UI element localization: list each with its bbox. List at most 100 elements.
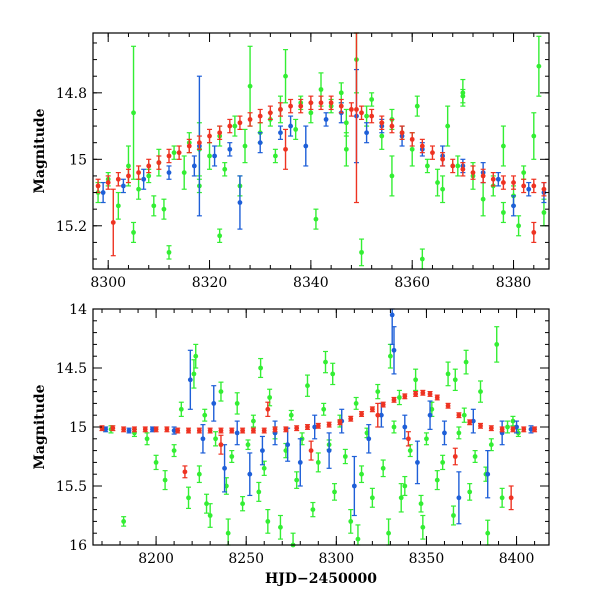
marker (191, 371, 197, 377)
data-point (131, 45, 137, 180)
data-point (511, 195, 517, 217)
data-point (445, 402, 451, 409)
marker (501, 180, 506, 185)
marker (413, 377, 419, 383)
data-point (121, 426, 127, 433)
marker (467, 489, 473, 495)
x-tick-label: 8250 (228, 551, 264, 567)
marker (297, 460, 303, 465)
data-point (402, 475, 408, 497)
data-point (120, 178, 126, 194)
data-point (257, 132, 263, 154)
marker (242, 143, 248, 149)
marker (234, 401, 240, 406)
data-point (218, 427, 224, 434)
data-point (171, 145, 177, 160)
data-point (499, 487, 505, 508)
marker (369, 97, 375, 102)
marker (472, 454, 478, 459)
data-point (445, 361, 451, 387)
marker (440, 460, 446, 465)
marker (521, 170, 527, 176)
marker (156, 160, 162, 166)
x-tick-label: 8320 (192, 275, 228, 291)
data-point (490, 172, 496, 187)
data-point (369, 406, 375, 413)
marker (313, 216, 319, 222)
data-point (115, 172, 121, 187)
data-point (234, 392, 240, 415)
marker (186, 495, 191, 501)
data-point (250, 427, 256, 434)
data-point (351, 455, 357, 517)
marker (532, 426, 537, 432)
data-point (380, 459, 386, 478)
marker (136, 170, 142, 176)
data-point (470, 408, 476, 434)
marker (278, 107, 283, 112)
data-point (429, 145, 435, 160)
marker (212, 153, 218, 159)
data-point (293, 118, 299, 140)
data-point (500, 175, 506, 190)
marker (456, 430, 462, 436)
marker (485, 471, 491, 477)
data-point (398, 483, 404, 513)
marker (420, 524, 426, 530)
marker (387, 353, 393, 359)
data-point (391, 396, 397, 403)
marker (369, 113, 375, 119)
data-point (156, 155, 162, 170)
data-point (343, 108, 349, 137)
bottom-panel: 8200 8250 8300 8350 8400 14 14.5 15 15.5 16 Magni… (32, 302, 550, 587)
marker (420, 390, 426, 396)
marker (427, 391, 433, 397)
data-point (389, 118, 395, 134)
marker (343, 146, 349, 152)
data-point (510, 426, 516, 433)
data-point (396, 389, 402, 406)
marker (278, 524, 283, 530)
data-point (196, 135, 202, 150)
marker (308, 100, 314, 106)
marker (330, 371, 336, 377)
marker (499, 426, 505, 432)
data-point (175, 427, 181, 434)
data-point (480, 168, 486, 184)
data-point (485, 519, 491, 546)
y-tick-label: 14.8 (56, 86, 87, 102)
marker (467, 419, 473, 425)
marker (379, 133, 385, 139)
data-point (126, 427, 132, 434)
marker (478, 389, 483, 394)
marker (232, 123, 238, 129)
data-point (536, 35, 542, 97)
marker (480, 196, 486, 202)
marker (354, 107, 359, 112)
data-point (531, 112, 537, 160)
data-point (294, 471, 300, 489)
y-tick-label: 15.5 (56, 479, 87, 495)
marker (355, 536, 361, 542)
data-point (247, 112, 253, 127)
data-point (369, 92, 375, 107)
data-point (272, 148, 278, 164)
marker (430, 150, 435, 156)
data-point (250, 414, 256, 428)
marker (342, 454, 348, 459)
data-point (181, 155, 187, 190)
data-point (541, 198, 547, 227)
data-point (277, 514, 283, 540)
marker (146, 163, 152, 169)
data-point (308, 440, 314, 461)
data-point (283, 128, 289, 170)
data-point (521, 426, 527, 433)
data-point (440, 175, 446, 204)
marker (366, 436, 372, 442)
marker (105, 180, 111, 185)
data-point (532, 426, 538, 433)
data-point (488, 425, 494, 432)
data-point (348, 102, 354, 117)
marker (315, 460, 321, 465)
marker (505, 424, 510, 430)
